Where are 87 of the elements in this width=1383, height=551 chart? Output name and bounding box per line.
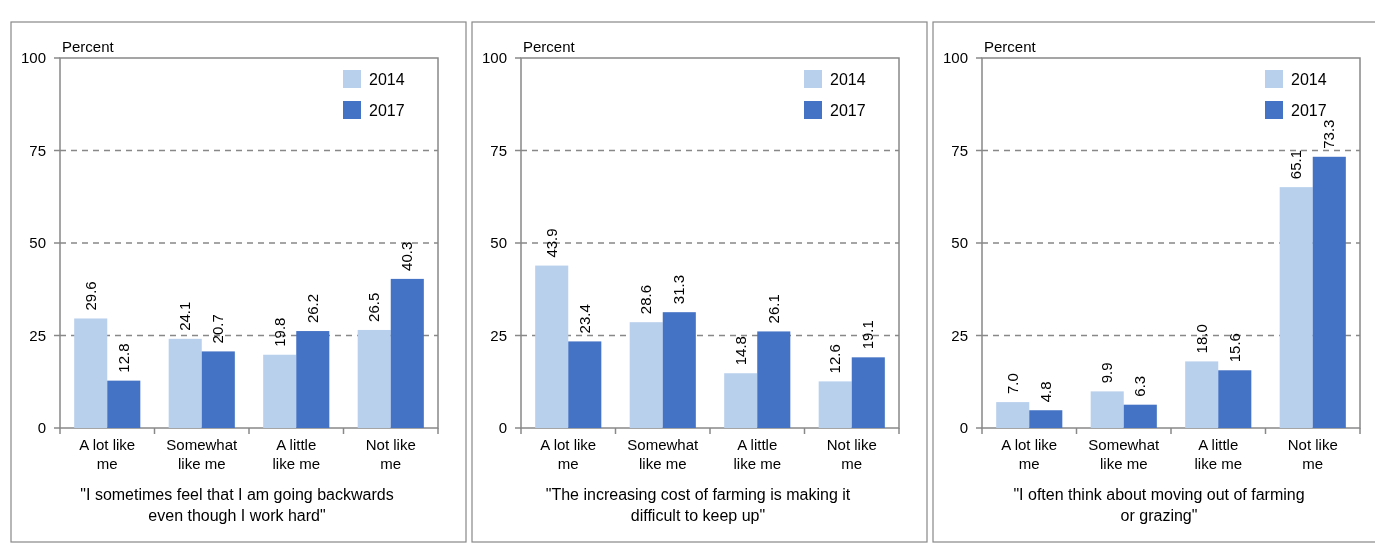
bar	[296, 331, 330, 428]
x-tick-label: Somewhat like me	[166, 436, 239, 472]
data-label: 15.6	[1225, 333, 1243, 363]
bar	[996, 402, 1030, 428]
x-tick-label: A lot like me	[79, 436, 136, 472]
data-label: 26.5	[365, 292, 383, 322]
data-label: 26.1	[764, 294, 782, 324]
bar	[1123, 404, 1157, 428]
data-label: 29.6	[81, 281, 99, 311]
bar	[1029, 410, 1063, 428]
y-tick-label: 100	[20, 49, 46, 67]
data-label: 12.6	[826, 344, 844, 374]
data-label: 14.8	[731, 336, 749, 366]
x-axis-title: "I sometimes feel that I am going backwards even though I work hard"	[80, 486, 394, 524]
bar	[818, 381, 852, 428]
y-tick-label: 0	[37, 419, 46, 437]
bar	[107, 380, 141, 428]
data-label: 65.1	[1287, 149, 1305, 180]
data-label: 9.9	[1098, 362, 1116, 384]
y-tick-label: 50	[951, 234, 968, 252]
data-label: 19.8	[270, 317, 288, 347]
x-tick-label: Not like me	[365, 436, 416, 472]
bar	[662, 312, 696, 428]
bar	[757, 331, 791, 428]
data-label: 40.3	[398, 241, 416, 271]
x-axis-title: "The increasing cost of farming is making it difficult to keep up"	[545, 486, 851, 524]
x-tick-label: A lot like me	[540, 436, 597, 472]
y-tick-label: 75	[490, 141, 507, 159]
data-label: 4.8	[1036, 381, 1054, 403]
x-axis-title: "I often think about moving out of farming or grazing"	[1013, 486, 1305, 524]
bar	[535, 265, 569, 428]
bar	[1185, 361, 1219, 428]
x-tick-label: A little like me	[1194, 436, 1243, 472]
bar	[357, 329, 391, 428]
data-label: 20.7	[209, 314, 227, 344]
x-tick-label: A little like me	[272, 436, 321, 472]
x-tick-label: Not like me	[1287, 436, 1338, 472]
data-label: 26.2	[303, 293, 321, 324]
bar	[724, 373, 758, 428]
y-tick-label: 100	[942, 49, 968, 67]
legend-label: 2014	[369, 70, 405, 88]
data-label: 7.0	[1003, 373, 1021, 395]
y-axis-title: Percent	[62, 38, 115, 55]
y-tick-label: 50	[29, 234, 46, 252]
data-label: 6.3	[1131, 375, 1149, 397]
y-tick-label: 25	[29, 326, 46, 344]
bar	[1090, 391, 1124, 428]
y-tick-label: 50	[490, 234, 507, 252]
data-label: 28.6	[637, 284, 655, 315]
bar	[851, 357, 885, 428]
y-tick-label: 75	[951, 141, 968, 159]
bar	[201, 351, 235, 428]
y-tick-label: 25	[490, 326, 507, 344]
data-label: 73.3	[1320, 119, 1338, 149]
legend-label: 2017	[1291, 101, 1327, 119]
bar	[629, 322, 663, 428]
bar	[390, 278, 424, 428]
y-tick-label: 25	[951, 326, 968, 344]
x-tick-label: A little like me	[733, 436, 782, 472]
bar	[568, 341, 602, 428]
legend-label: 2014	[1291, 70, 1327, 88]
x-tick-label: A lot like me	[1001, 436, 1058, 472]
data-label: 31.3	[670, 274, 688, 305]
bar	[1279, 187, 1313, 428]
data-label: 19.1	[859, 320, 877, 350]
y-tick-label: 75	[29, 141, 46, 159]
y-tick-label: 0	[498, 419, 507, 437]
data-label: 18.0	[1192, 324, 1210, 354]
y-tick-label: 0	[959, 419, 968, 437]
y-axis-title: Percent	[523, 38, 576, 55]
legend-label: 2014	[830, 70, 866, 88]
y-tick-label: 100	[481, 49, 507, 67]
x-tick-label: Somewhat like me	[627, 436, 700, 472]
data-label: 23.4	[575, 304, 593, 334]
bar	[168, 338, 202, 428]
legend-label: 2017	[369, 101, 405, 119]
x-tick-label: Somewhat like me	[1088, 436, 1161, 472]
bar	[263, 354, 297, 428]
bar	[1218, 370, 1252, 428]
x-tick-label: Not like me	[826, 436, 877, 472]
bar	[74, 318, 108, 428]
data-label: 12.8	[114, 343, 132, 373]
y-axis-title: Percent	[984, 38, 1037, 55]
data-label: 24.1	[176, 301, 194, 331]
data-label: 43.9	[542, 228, 560, 258]
legend-label: 2017	[830, 101, 866, 119]
bar	[1312, 156, 1346, 428]
